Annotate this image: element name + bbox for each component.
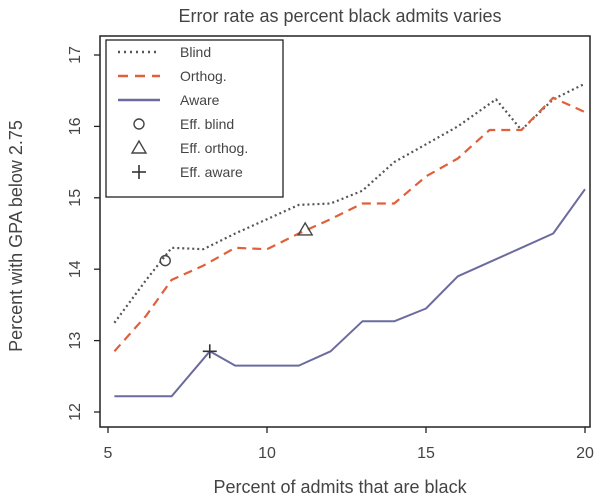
x-tick-label: 15	[417, 445, 435, 462]
legend-marker	[130, 139, 148, 154]
legend-label: Aware	[180, 92, 220, 108]
y-tick-label: 16	[67, 117, 84, 135]
legend-box	[105, 39, 284, 198]
series-line-aware	[114, 188, 586, 398]
y-axis: 12 13 14 15 16 17	[67, 46, 100, 421]
y-tick-label: 14	[67, 260, 84, 278]
x-tick-label: 5	[104, 445, 113, 462]
point-eff-orthog	[296, 221, 314, 236]
chart-title: Error rate as percent black admits varie…	[178, 6, 501, 26]
legend-label: Blind	[180, 44, 211, 60]
legend-label: Eff. blind	[180, 116, 234, 132]
legend: Blind Orthog. Aware Eff. blind Eff. orthog. E…	[105, 39, 284, 198]
series-line-orthog	[113, 96, 586, 353]
legend-marker	[133, 118, 145, 130]
legend-label: Orthog.	[180, 68, 227, 84]
point-eff-aware	[202, 344, 217, 359]
point-eff-blind	[159, 254, 171, 267]
x-tick-label: 20	[576, 445, 594, 462]
legend-marker	[132, 165, 146, 179]
points-layer	[159, 221, 314, 359]
x-axis-label: Percent of admits that are black	[213, 477, 467, 497]
legend-label: Eff. aware	[180, 164, 243, 180]
y-tick-label: 15	[67, 189, 84, 207]
series-line-blind	[113, 82, 586, 324]
x-axis: 5 10 15 20	[104, 427, 594, 462]
series-layer	[113, 82, 586, 398]
y-tick-label: 17	[67, 46, 84, 64]
plot-frame	[99, 35, 591, 428]
y-axis-label: Percent with GPA below 2.75	[6, 120, 26, 352]
legend-label: Eff. orthog.	[180, 140, 248, 156]
y-tick-label: 12	[67, 403, 84, 421]
x-tick-label: 10	[258, 445, 276, 462]
y-tick-label: 13	[67, 332, 84, 350]
